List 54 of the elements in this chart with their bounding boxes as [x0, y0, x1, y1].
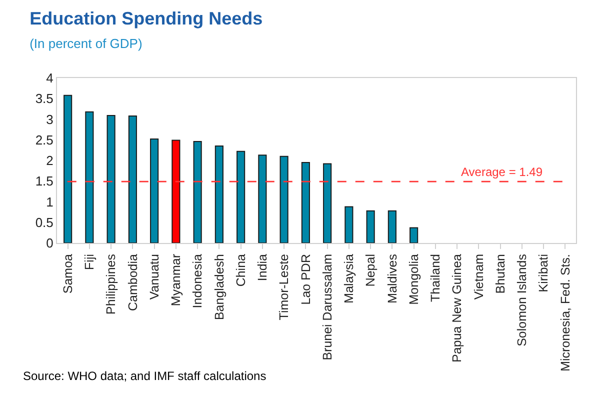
x-tick-label: Cambodia — [126, 254, 140, 311]
chart-title: Education Spending Needs — [30, 8, 263, 28]
x-tick-label: Indonesia — [190, 254, 205, 308]
x-tick-label: Thailand — [428, 254, 443, 302]
bar — [193, 141, 202, 243]
bar — [106, 115, 116, 243]
bar — [323, 163, 332, 243]
x-tick-label: Maldives — [385, 254, 400, 304]
x-tick-label: Myanmar — [169, 254, 184, 306]
bar — [410, 227, 418, 243]
x-tick-label: Vanuatu — [147, 254, 162, 300]
source-note: Source: WHO data; and IMF staff calculations — [23, 369, 266, 383]
bar — [172, 140, 180, 243]
x-tick-label: Lao PDR — [298, 254, 313, 305]
bar — [280, 156, 288, 243]
y-tick-label: 3 — [46, 112, 54, 127]
x-tick-label: China — [234, 254, 248, 287]
x-tick-label: Mongolia — [406, 254, 421, 305]
bar — [85, 111, 94, 243]
y-tick-label: 2.5 — [35, 132, 54, 148]
x-tick-label: Samoa — [60, 254, 75, 294]
bar — [258, 154, 267, 243]
x-tick-label: Bhutan — [493, 254, 508, 294]
ref-line-label: Average = 1.49 — [461, 165, 543, 179]
x-tick-label: Philippines — [104, 254, 118, 314]
y-tick-label: 2 — [46, 153, 54, 168]
bar — [344, 206, 354, 243]
x-tick-label: Malaysia — [342, 254, 356, 304]
bar — [388, 210, 396, 243]
x-tick-label: Papua New Guinea — [450, 254, 464, 362]
bar — [236, 150, 246, 243]
bar — [64, 94, 72, 243]
x-tick-label: Brunei Darussalam — [320, 254, 334, 360]
x-tick-label: Micronesia, Fed. Sts. — [558, 254, 572, 372]
x-tick-label: Kiribati — [536, 254, 551, 292]
x-tick-label: Fiji — [82, 254, 97, 270]
bar — [128, 115, 137, 243]
x-tick-label: Bangladesh — [212, 254, 226, 320]
y-tick-label: 0.5 — [35, 214, 54, 230]
x-tick-label: Solomon Islands — [515, 254, 530, 346]
bar — [366, 210, 375, 243]
bar — [214, 146, 224, 243]
x-tick-label: Timor-Leste — [277, 254, 292, 320]
x-tick-label: India — [256, 254, 270, 282]
bar — [301, 162, 310, 243]
y-tick-label: 1 — [46, 194, 54, 210]
y-tick-label: 0 — [46, 236, 54, 251]
x-tick-label: Vietnam — [472, 254, 486, 300]
bar — [150, 138, 159, 243]
x-tick-label: Nepal — [364, 254, 378, 287]
y-tick-label: 4 — [46, 70, 54, 86]
y-tick-label: 3.5 — [35, 91, 54, 106]
y-tick-label: 1.5 — [35, 174, 54, 189]
chart-subtitle: (In percent of GDP) — [30, 36, 142, 51]
